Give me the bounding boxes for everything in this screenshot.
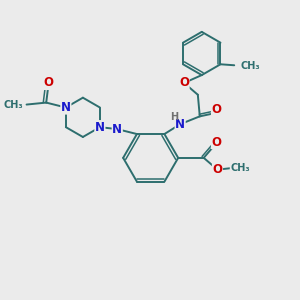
Text: CH₃: CH₃ — [3, 100, 22, 110]
Text: O: O — [43, 76, 53, 89]
Text: CH₃: CH₃ — [240, 61, 260, 71]
Text: N: N — [175, 118, 185, 131]
Text: O: O — [179, 76, 189, 89]
Text: O: O — [212, 103, 221, 116]
Text: N: N — [61, 101, 71, 114]
Text: N: N — [95, 121, 105, 134]
Text: N: N — [112, 123, 122, 136]
Text: CH₃: CH₃ — [230, 163, 250, 173]
Text: O: O — [212, 136, 221, 148]
Text: O: O — [212, 163, 223, 176]
Text: H: H — [170, 112, 178, 122]
